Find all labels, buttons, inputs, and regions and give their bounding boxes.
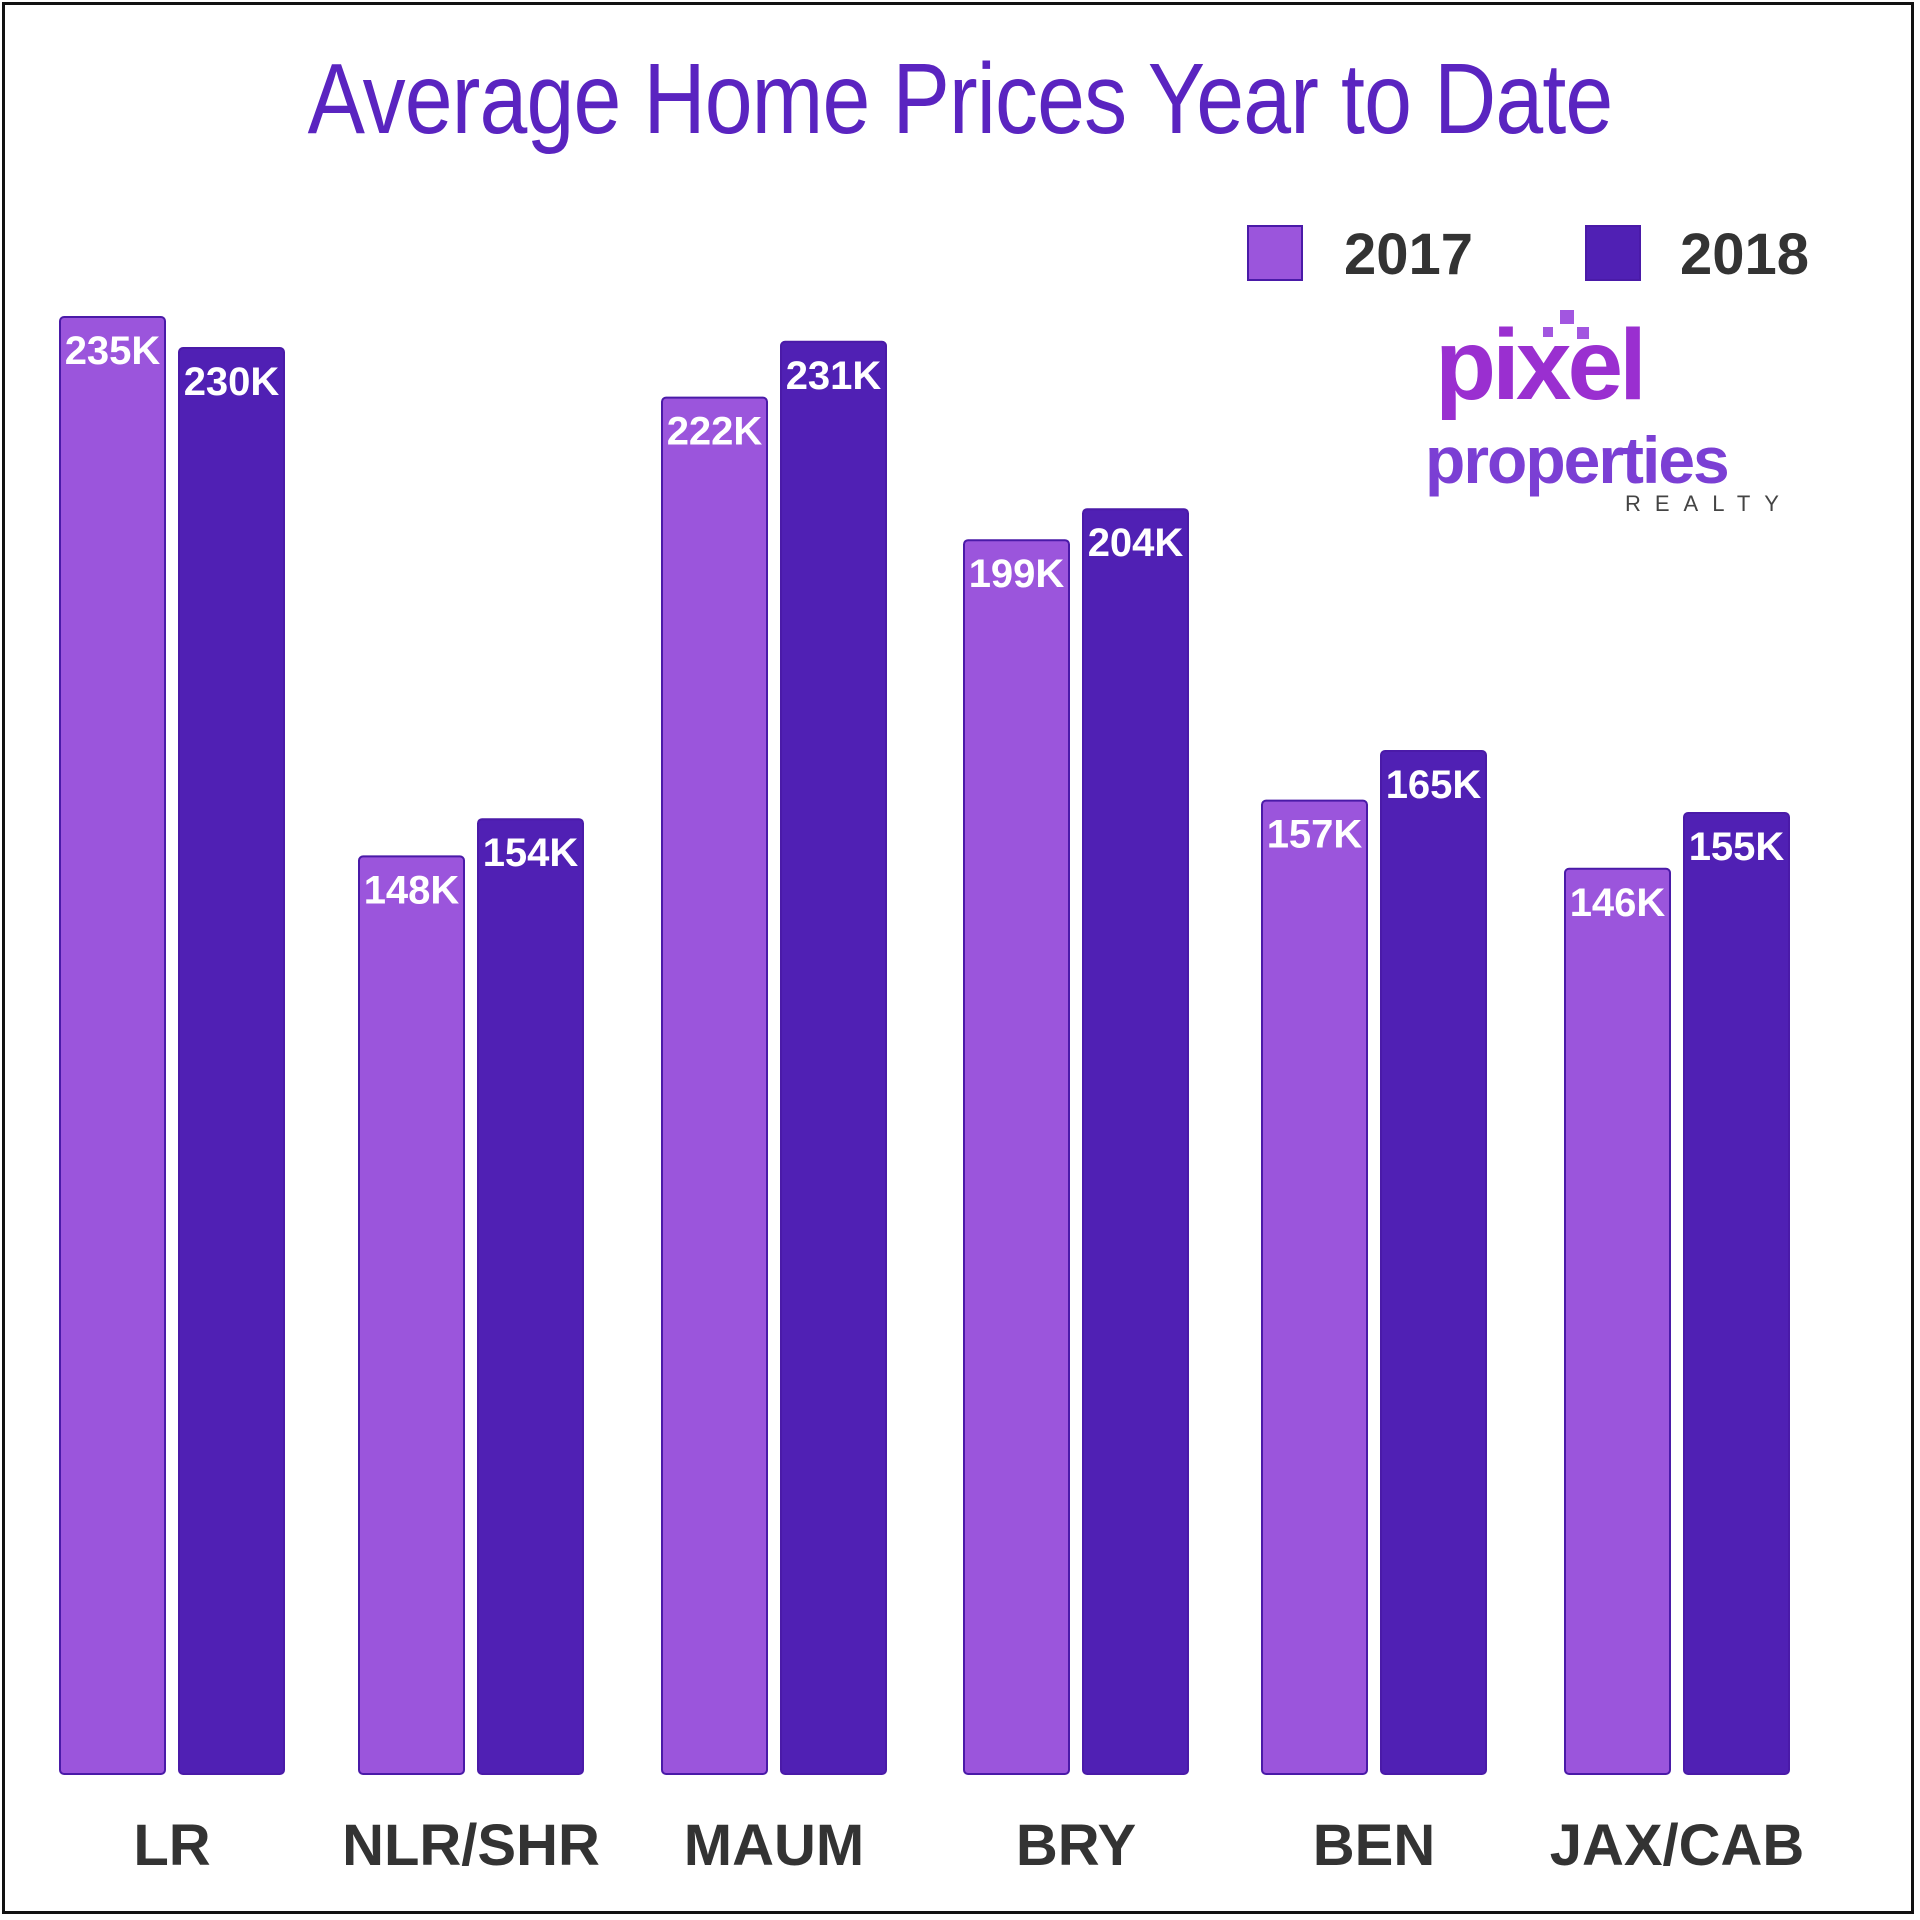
value-label: 222K bbox=[667, 410, 763, 454]
logo-pixel-square bbox=[1560, 310, 1574, 324]
chart-title: Average Home Prices Year to Date bbox=[307, 43, 1614, 155]
bar-2018-maum bbox=[780, 340, 887, 1775]
logo-word-realty: REALTY bbox=[1625, 491, 1793, 516]
value-label: 146K bbox=[1570, 881, 1666, 925]
value-label: 204K bbox=[1088, 521, 1184, 565]
bar-2017-nlr-shr bbox=[358, 855, 465, 1775]
legend-swatch-2017 bbox=[1247, 225, 1303, 281]
bar-2018-nlr-shr bbox=[477, 818, 584, 1775]
category-label: BEN bbox=[1313, 1813, 1435, 1878]
bars-layer bbox=[59, 316, 1790, 1776]
legend-swatch-2018 bbox=[1585, 225, 1641, 281]
value-label: 235K bbox=[65, 329, 161, 373]
value-label: 230K bbox=[184, 360, 280, 404]
logo-pixel-square bbox=[1543, 327, 1553, 337]
logo-word-properties: properties bbox=[1425, 423, 1730, 497]
bar-2018-bry bbox=[1082, 508, 1189, 1776]
legend-label-2018: 2018 bbox=[1680, 222, 1809, 287]
bar-2018-jax-cab bbox=[1683, 812, 1790, 1775]
value-label: 155K bbox=[1689, 825, 1785, 869]
bar-2017-maum bbox=[661, 396, 768, 1776]
value-label: 231K bbox=[786, 354, 882, 398]
logo-word-pixel: pixel bbox=[1435, 309, 1647, 421]
bar-2018-lr bbox=[178, 347, 285, 1775]
value-label: 157K bbox=[1267, 813, 1363, 857]
category-label: NLR/SHR bbox=[342, 1813, 600, 1878]
value-label: 199K bbox=[969, 552, 1065, 596]
bar-2017-ben bbox=[1261, 799, 1368, 1775]
category-label: LR bbox=[133, 1813, 210, 1878]
bar-2017-jax-cab bbox=[1564, 867, 1671, 1775]
category-label: JAX/CAB bbox=[1550, 1813, 1805, 1878]
legend: 2017 2018 bbox=[1247, 222, 1809, 287]
category-labels-layer: LR NLR/SHR MAUM BRY BEN JAX/CAB bbox=[133, 1813, 1804, 1878]
value-label: 148K bbox=[364, 868, 460, 912]
value-label: 154K bbox=[483, 831, 579, 875]
category-label: BRY bbox=[1016, 1813, 1136, 1878]
legend-label-2017: 2017 bbox=[1344, 222, 1473, 287]
value-labels-layer: 235K 230K 148K 154K 222K 231K 199K 204K 157K 165K… bbox=[65, 329, 1785, 925]
bar-2017-bry bbox=[963, 539, 1070, 1776]
category-label: MAUM bbox=[684, 1813, 864, 1878]
bar-2017-lr bbox=[59, 316, 166, 1775]
value-label: 165K bbox=[1386, 763, 1482, 807]
logo-pixel-square bbox=[1577, 327, 1589, 339]
company-logo: pixel properties REALTY bbox=[1425, 309, 1845, 516]
bar-2018-ben bbox=[1380, 750, 1487, 1775]
